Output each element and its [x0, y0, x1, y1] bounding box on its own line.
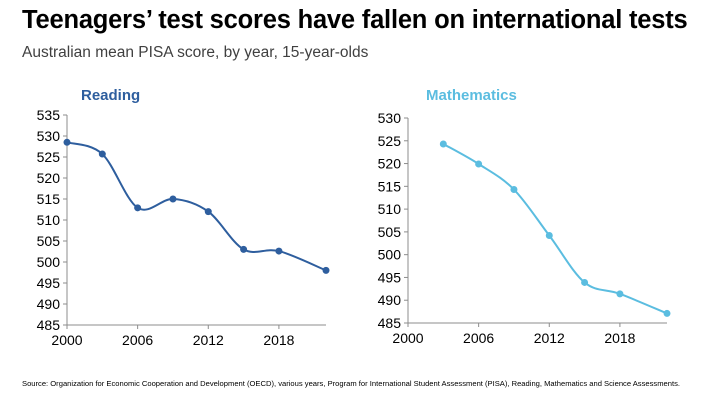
mathematics-y-tick-label: 485 [378, 315, 402, 331]
mathematics-y-tick-label: 515 [378, 178, 402, 194]
reading-y-tick-label: 525 [37, 149, 61, 165]
reading-y-tick-label: 520 [37, 170, 61, 186]
mathematics-data-point [475, 160, 483, 168]
reading-data-point [134, 204, 142, 212]
mathematics-data-point [545, 232, 553, 240]
reading-y-tick-label: 530 [37, 128, 61, 144]
reading-data-point [275, 247, 283, 255]
mathematics-x-tick-label: 2006 [463, 330, 494, 346]
reading-data-point [63, 138, 71, 146]
mathematics-x-tick-label: 2012 [534, 330, 565, 346]
reading-y-tick-label: 510 [37, 212, 61, 228]
reading-data-point [204, 208, 212, 216]
mathematics-y-tick-label: 510 [378, 201, 402, 217]
mathematics-y-tick-label: 500 [378, 247, 402, 263]
reading-data-point [169, 195, 177, 203]
mathematics-data-point [616, 290, 624, 298]
reading-x-tick-label: 2018 [263, 332, 294, 348]
mathematics-y-tick-label: 520 [378, 156, 402, 172]
mathematics-data-point [581, 278, 589, 286]
mathematics-y-tick-label: 490 [378, 292, 402, 308]
reading-x-tick-label: 2000 [51, 332, 82, 348]
reading-y-tick-label: 485 [37, 317, 61, 333]
mathematics-x-tick-label: 2018 [604, 330, 635, 346]
source-note: Source: Organization for Economic Cooper… [22, 379, 681, 388]
mathematics-data-point [663, 309, 671, 317]
reading-data-point [98, 150, 106, 158]
page-title: Teenagers’ test scores have fallen on in… [22, 6, 688, 34]
reading-data-point [240, 245, 248, 253]
mathematics-y-tick-label: 530 [378, 110, 402, 126]
page-subtitle: Australian mean PISA score, by year, 15-… [22, 44, 369, 61]
mathematics-data-point [439, 140, 447, 148]
reading-y-tick-label: 490 [37, 296, 61, 312]
reading-y-tick-label: 495 [37, 275, 61, 291]
reading-y-tick-label: 500 [37, 254, 61, 270]
reading-y-tick-label: 535 [37, 107, 61, 123]
mathematics-series-line [442, 143, 668, 315]
reading-y-tick-label: 505 [37, 233, 61, 249]
reading-y-tick-label: 515 [37, 191, 61, 207]
reading-chart-title: Reading [81, 87, 140, 104]
mathematics-y-tick-label: 505 [378, 224, 402, 240]
mathematics-data-point [510, 186, 518, 194]
reading-series-line [66, 141, 327, 272]
mathematics-chart-title: Mathematics [426, 87, 517, 104]
mathematics-x-tick-label: 2000 [392, 330, 423, 346]
mathematics-y-tick-label: 495 [378, 269, 402, 285]
reading-data-point [322, 266, 330, 274]
reading-x-tick-label: 2006 [122, 332, 153, 348]
mathematics-y-tick-label: 525 [378, 133, 402, 149]
reading-x-tick-label: 2012 [193, 332, 224, 348]
